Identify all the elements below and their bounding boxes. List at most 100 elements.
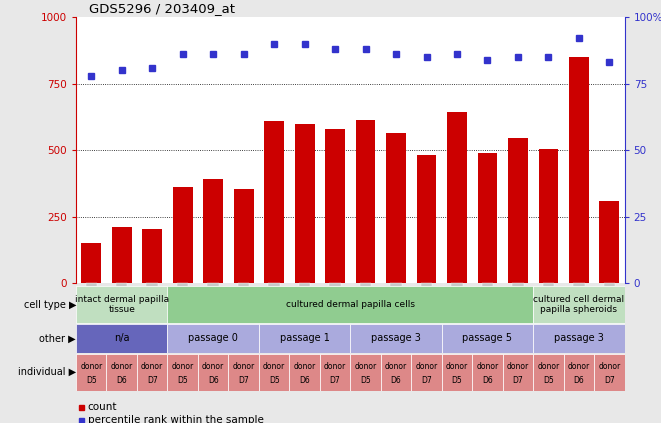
Bar — [381, 354, 411, 390]
Text: donor: donor — [385, 362, 407, 371]
Bar — [356, 120, 375, 283]
Text: donor: donor — [172, 362, 194, 371]
Bar — [442, 354, 472, 390]
Bar — [112, 228, 132, 283]
Text: individual ▶: individual ▶ — [18, 367, 76, 377]
Bar — [416, 156, 436, 283]
Text: donor: donor — [263, 362, 286, 371]
Bar — [76, 324, 167, 353]
Bar — [167, 324, 259, 353]
Text: D7: D7 — [147, 376, 157, 385]
Text: donor: donor — [233, 362, 254, 371]
Text: D5: D5 — [269, 376, 280, 385]
Bar — [295, 124, 315, 283]
Text: GSM1090242: GSM1090242 — [391, 285, 401, 341]
Text: D6: D6 — [482, 376, 493, 385]
Bar — [564, 354, 594, 390]
Text: n/a: n/a — [114, 333, 130, 343]
Bar — [81, 244, 101, 283]
Text: donor: donor — [477, 362, 498, 371]
Text: donor: donor — [293, 362, 316, 371]
Text: GSM1090233: GSM1090233 — [117, 285, 126, 341]
Bar — [472, 354, 503, 390]
Text: D6: D6 — [574, 376, 584, 385]
Text: other ▶: other ▶ — [40, 333, 76, 343]
Text: cultured dermal papilla cells: cultured dermal papilla cells — [286, 300, 415, 309]
Bar — [259, 324, 350, 353]
Bar — [533, 324, 625, 353]
Bar — [478, 153, 497, 283]
Bar — [229, 354, 259, 390]
Text: GSM1090245: GSM1090245 — [483, 285, 492, 341]
Bar — [106, 354, 137, 390]
Text: donor: donor — [202, 362, 224, 371]
Bar — [386, 133, 406, 283]
Bar — [259, 354, 290, 390]
Text: GSM1090237: GSM1090237 — [239, 285, 248, 341]
Text: GSM1090234: GSM1090234 — [147, 285, 157, 341]
Text: passage 3: passage 3 — [554, 333, 604, 343]
Text: intact dermal papilla
tissue: intact dermal papilla tissue — [75, 295, 169, 314]
Bar — [539, 149, 559, 283]
Bar — [447, 112, 467, 283]
Text: passage 0: passage 0 — [188, 333, 238, 343]
Bar — [204, 179, 223, 283]
Text: donor: donor — [446, 362, 468, 371]
Text: donor: donor — [598, 362, 621, 371]
Bar — [76, 286, 167, 323]
Text: GSM1090243: GSM1090243 — [422, 285, 431, 341]
Bar — [167, 286, 533, 323]
Bar — [264, 121, 284, 283]
Bar — [76, 354, 106, 390]
Text: donor: donor — [324, 362, 346, 371]
Bar — [320, 354, 350, 390]
Text: GSM1090248: GSM1090248 — [574, 285, 584, 341]
Bar — [350, 354, 381, 390]
Text: donor: donor — [568, 362, 590, 371]
Text: D6: D6 — [299, 376, 310, 385]
Text: donor: donor — [80, 362, 102, 371]
Text: D5: D5 — [360, 376, 371, 385]
Text: D5: D5 — [451, 376, 463, 385]
Text: D5: D5 — [177, 376, 188, 385]
Bar — [198, 354, 229, 390]
Text: donor: donor — [415, 362, 438, 371]
Bar — [325, 129, 345, 283]
Bar — [594, 354, 625, 390]
Bar — [142, 229, 162, 283]
Bar — [290, 354, 320, 390]
Text: donor: donor — [507, 362, 529, 371]
Bar — [137, 354, 167, 390]
Text: D7: D7 — [421, 376, 432, 385]
Bar — [350, 324, 442, 353]
Text: GSM1090232: GSM1090232 — [87, 285, 96, 341]
Text: GSM1090236: GSM1090236 — [209, 285, 217, 341]
Bar — [173, 187, 192, 283]
Text: donor: donor — [537, 362, 560, 371]
Text: donor: donor — [141, 362, 163, 371]
Text: donor: donor — [354, 362, 377, 371]
Text: GSM1090240: GSM1090240 — [330, 285, 340, 341]
Text: D5: D5 — [86, 376, 97, 385]
Bar — [234, 189, 254, 283]
Text: GSM1090239: GSM1090239 — [300, 285, 309, 341]
Text: D5: D5 — [543, 376, 554, 385]
Text: D6: D6 — [208, 376, 219, 385]
Bar — [167, 354, 198, 390]
Text: cell type ▶: cell type ▶ — [24, 299, 76, 310]
Bar — [503, 354, 533, 390]
Text: GSM1090246: GSM1090246 — [514, 285, 522, 341]
Text: passage 3: passage 3 — [371, 333, 421, 343]
Bar — [411, 354, 442, 390]
Text: GDS5296 / 203409_at: GDS5296 / 203409_at — [89, 2, 235, 15]
Text: GSM1090238: GSM1090238 — [270, 285, 279, 341]
Text: cultured cell dermal
papilla spheroids: cultured cell dermal papilla spheroids — [533, 295, 625, 314]
Text: D7: D7 — [330, 376, 340, 385]
Text: GSM1090241: GSM1090241 — [361, 285, 370, 341]
Text: D7: D7 — [604, 376, 615, 385]
Bar — [442, 324, 533, 353]
Text: D7: D7 — [238, 376, 249, 385]
Bar — [533, 354, 564, 390]
Bar — [569, 57, 589, 283]
Text: D6: D6 — [391, 376, 401, 385]
